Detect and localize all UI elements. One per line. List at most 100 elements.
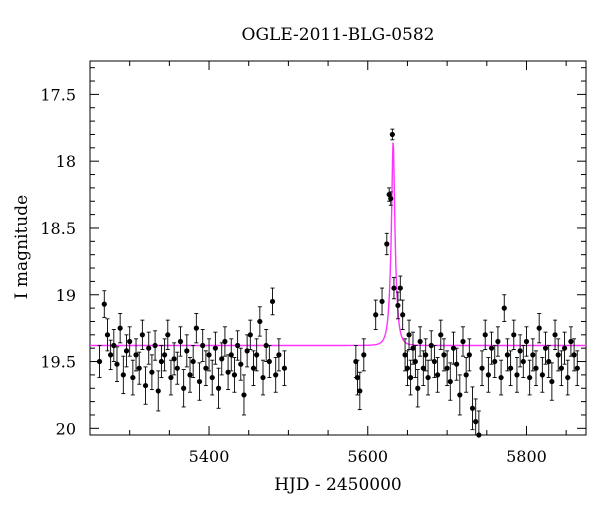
data-point: [231, 372, 238, 378]
data-point: [177, 338, 184, 345]
data-point: [146, 345, 152, 351]
data-point: [530, 352, 536, 358]
data-point: [520, 358, 526, 365]
data-point: [225, 369, 231, 375]
data-point: [425, 374, 431, 381]
data-point: [257, 318, 263, 325]
data-point: [260, 374, 266, 381]
data-point: [388, 195, 394, 202]
data-point: [184, 348, 190, 354]
data-point: [165, 332, 171, 338]
data-point: [498, 374, 504, 381]
data-point: [187, 372, 193, 378]
data-point: [431, 358, 438, 365]
data-point: [391, 285, 397, 291]
data-point: [395, 302, 401, 309]
data-point: [203, 365, 209, 371]
data-point: [136, 365, 142, 371]
data-point: [444, 365, 450, 371]
y-tick-label: 18: [56, 152, 76, 171]
data-point: [457, 392, 463, 398]
data-point: [539, 372, 545, 378]
data-point: [546, 358, 552, 365]
data-point: [149, 369, 155, 375]
data-point: [450, 345, 457, 351]
data-point: [158, 358, 165, 365]
y-tick-label: 18.5: [40, 219, 76, 238]
data-point: [434, 372, 441, 378]
data-point: [561, 345, 568, 351]
data-point: [476, 432, 482, 438]
data-point: [111, 342, 117, 349]
x-tick-label: 5400: [189, 447, 230, 466]
y-tick-label: 17.5: [40, 85, 76, 104]
data-point: [423, 352, 429, 358]
data-point: [460, 338, 466, 345]
data-point: [96, 358, 103, 365]
data-point: [466, 352, 472, 358]
data-point: [247, 332, 253, 338]
data-point: [114, 361, 120, 367]
data-point: [523, 338, 530, 345]
data-point: [139, 332, 145, 338]
data-point: [517, 348, 523, 354]
data-point: [479, 365, 485, 371]
plot-area: 5400 5600 5800 17.5 18 18.5 19 19.5 20: [40, 60, 587, 466]
data-point: [504, 352, 511, 358]
data-point: [108, 352, 114, 358]
data-point: [161, 352, 168, 358]
data-point: [428, 342, 434, 349]
data-point: [241, 392, 247, 398]
data-point: [212, 345, 218, 351]
data-point: [565, 374, 571, 381]
data-point: [415, 385, 421, 391]
data-point: [266, 358, 272, 365]
data-point: [120, 372, 126, 378]
data-point: [420, 365, 426, 371]
data-point: [168, 374, 174, 381]
x-tick-label: 5800: [506, 447, 547, 466]
data-point: [527, 374, 533, 381]
data-point: [379, 298, 385, 305]
data-point: [558, 365, 564, 371]
data-point: [488, 345, 495, 351]
data-point: [402, 352, 408, 358]
data-point: [200, 342, 206, 349]
data-point: [222, 338, 228, 345]
data-point: [482, 332, 488, 338]
data-point: [511, 332, 517, 338]
data-point: [206, 352, 212, 358]
data-point: [263, 342, 269, 349]
data-point: [574, 365, 580, 371]
model-curve: [90, 142, 586, 347]
plot-frame: [89, 60, 587, 436]
data-point: [117, 325, 123, 331]
data-point: [473, 419, 479, 425]
data-point: [181, 385, 187, 391]
data-point: [269, 298, 276, 305]
data-point: [417, 338, 423, 345]
data-point: [254, 352, 260, 358]
data-point: [397, 285, 403, 291]
data-point: [238, 361, 244, 367]
data-point: [215, 385, 222, 391]
data-point: [469, 405, 476, 411]
data-point: [441, 352, 447, 358]
data-point: [454, 361, 460, 367]
data-point: [508, 365, 514, 371]
data-point: [354, 374, 361, 381]
data-point: [410, 345, 416, 351]
data-point: [501, 305, 507, 311]
data-point: [104, 332, 111, 338]
data-point: [127, 338, 133, 345]
y-tick-label: 19: [56, 286, 76, 305]
data-point: [273, 372, 279, 378]
data-point: [171, 356, 177, 362]
data-point: [228, 352, 234, 358]
data-point: [152, 342, 158, 349]
data-point: [555, 352, 561, 358]
data-point: [485, 372, 491, 378]
data-point: [101, 301, 107, 307]
